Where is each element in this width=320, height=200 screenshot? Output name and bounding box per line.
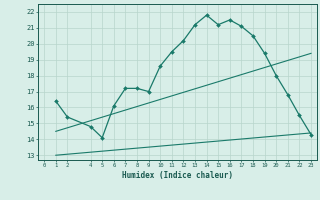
X-axis label: Humidex (Indice chaleur): Humidex (Indice chaleur) <box>122 171 233 180</box>
